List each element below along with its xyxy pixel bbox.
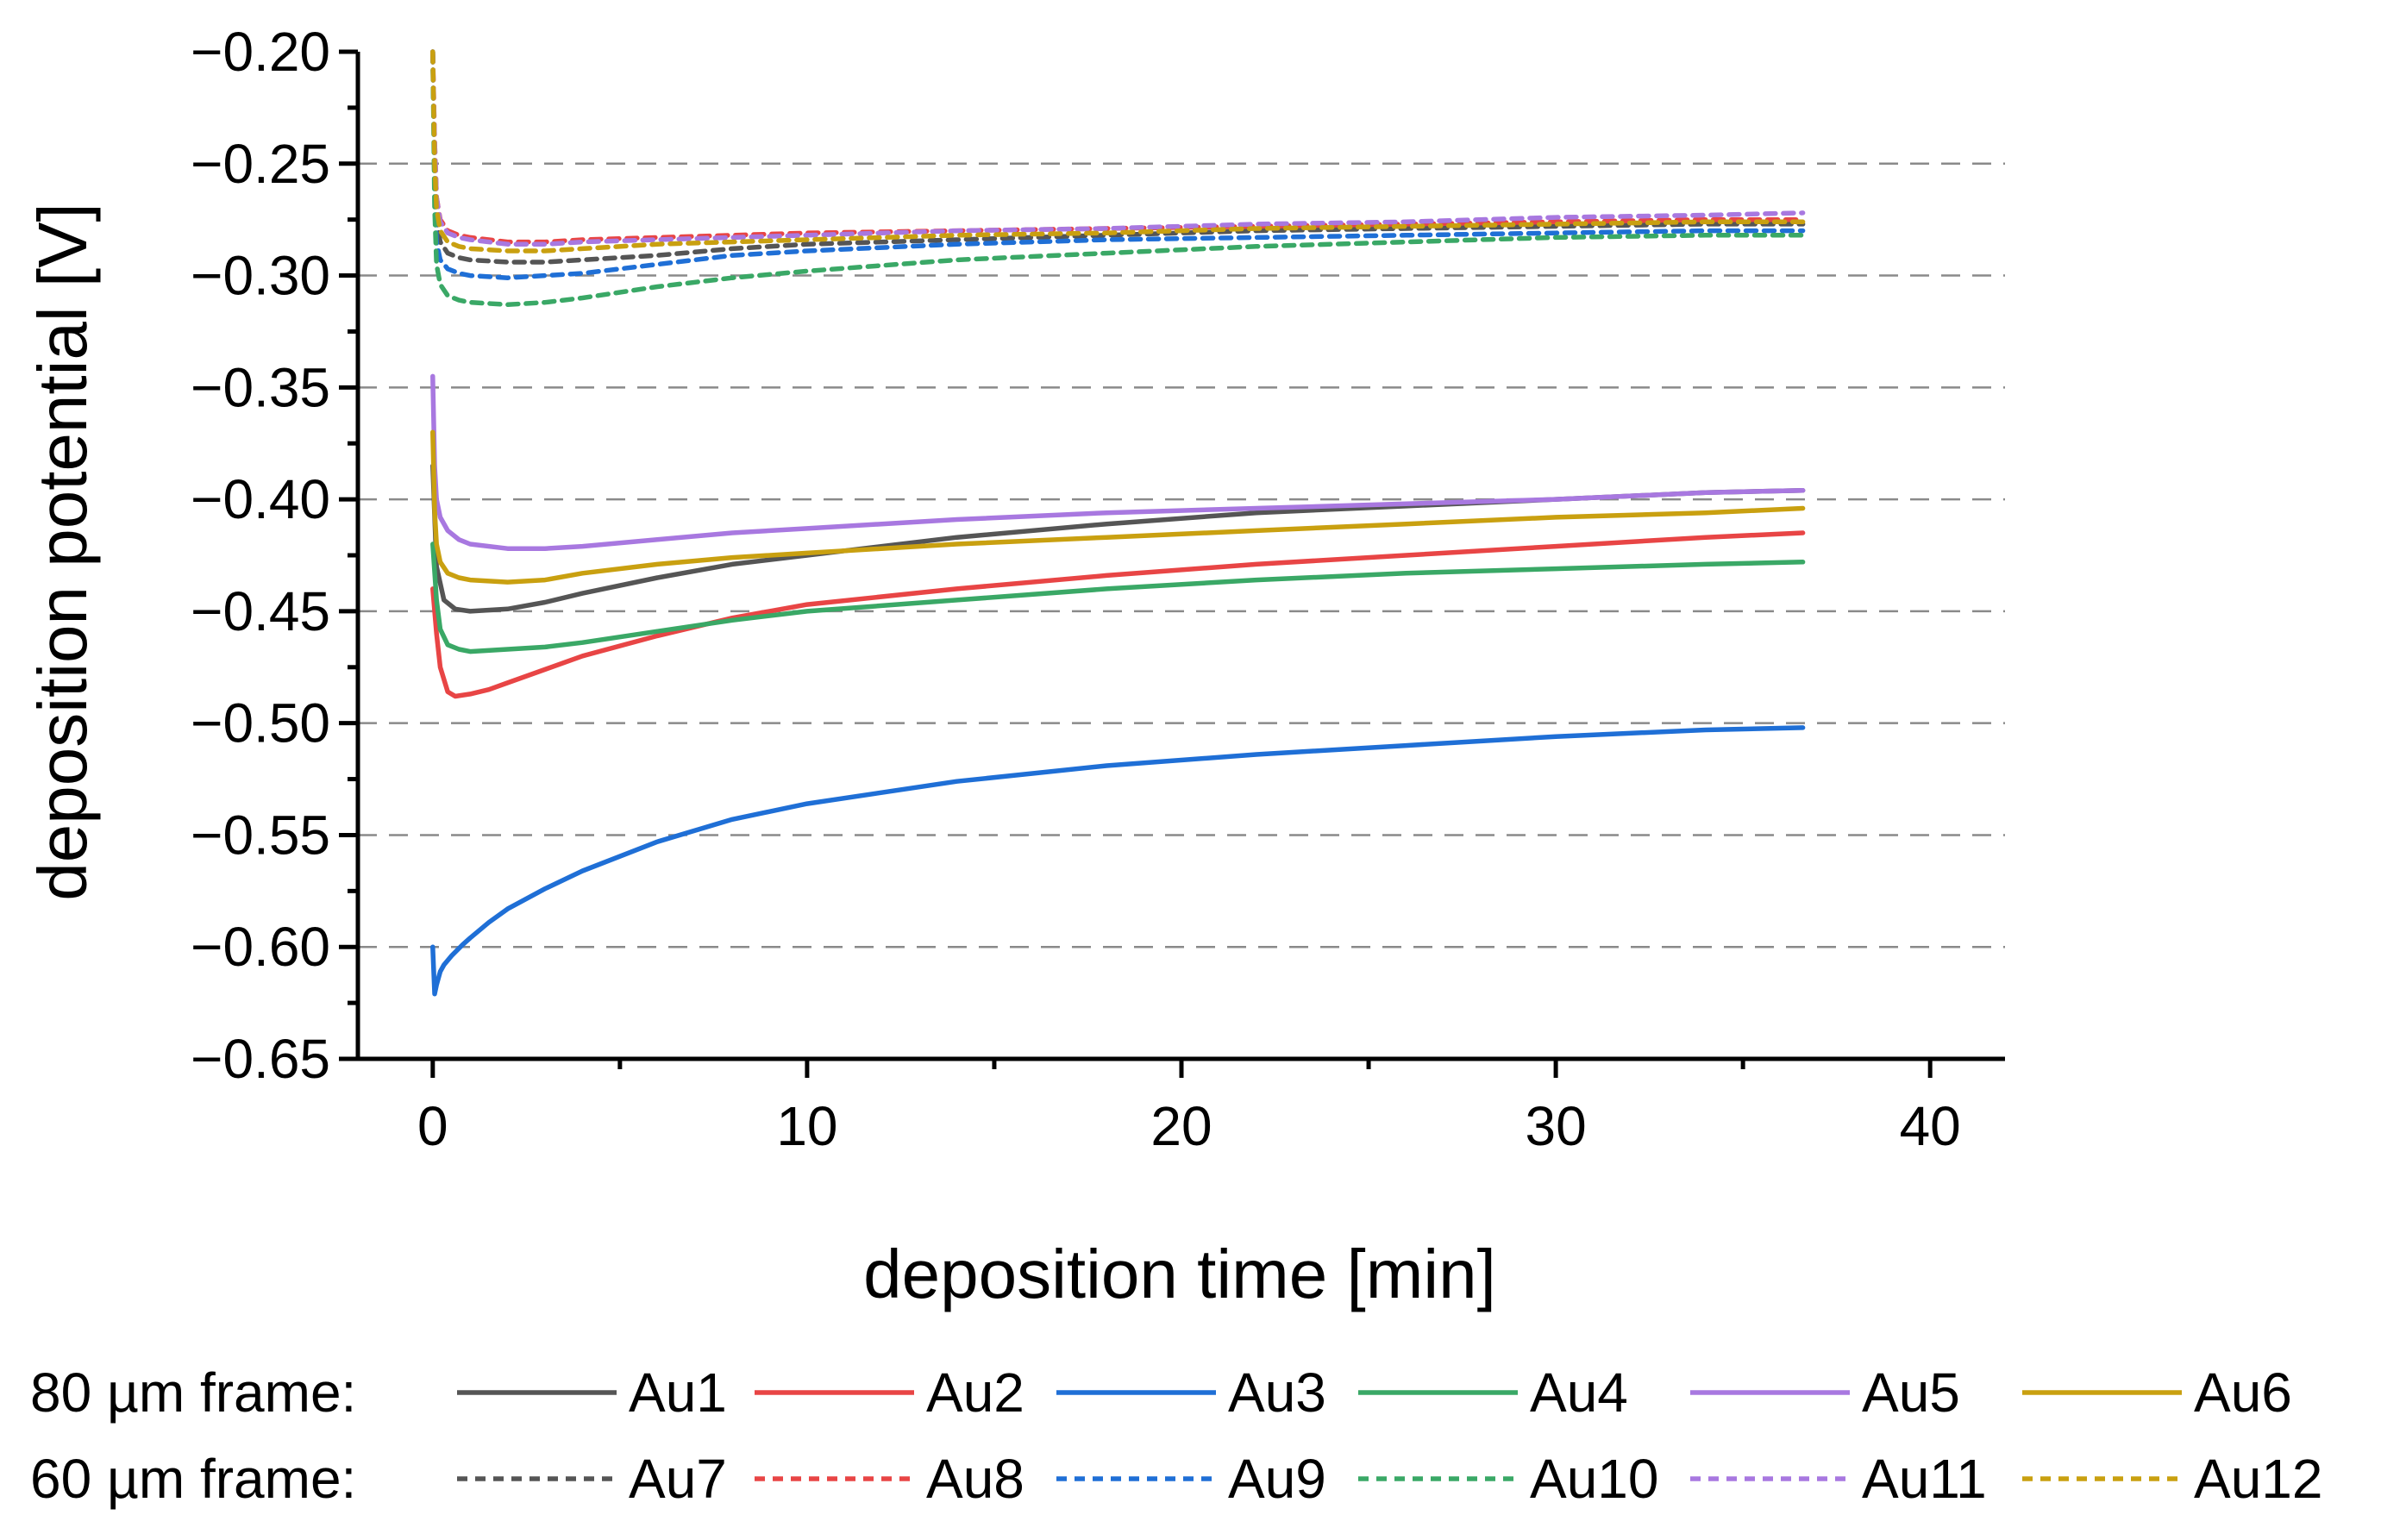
series-lines: [430, 49, 1806, 997]
legend-label-au6: Au6: [2194, 1362, 2292, 1424]
tick-labels: −0.20 −0.25 −0.30 −0.35 −0.40 −0.45 −0.50 −0.55…: [191, 21, 1961, 1157]
series-line-au9: [430, 49, 1806, 280]
legend-label-au1: Au1: [629, 1362, 727, 1424]
x-tick-label: 20: [1150, 1095, 1212, 1157]
legend-label-au8: Au8: [926, 1448, 1024, 1510]
x-axis-title: deposition time [min]: [863, 1236, 1496, 1312]
series-line-au11: [430, 49, 1806, 247]
legend-label-au11: Au11: [1862, 1448, 1987, 1510]
legend-label-au3: Au3: [1228, 1362, 1326, 1424]
series-line-au4: [430, 542, 1806, 654]
legend: 80 µm frame: Au1 Au2 Au3 Au4 Au5 Au6 60 µm fram…: [30, 1362, 2322, 1510]
legend-label-au12: Au12: [2194, 1448, 2322, 1510]
y-tick-label: −0.50: [191, 692, 330, 754]
series-line-au10: [430, 49, 1806, 308]
y-tick-label: −0.65: [191, 1028, 330, 1090]
legend-group-label: 80 µm frame:: [30, 1362, 356, 1424]
y-tick-label: −0.55: [191, 804, 330, 866]
series-line-au12: [430, 49, 1806, 254]
series-line-au3: [430, 725, 1806, 997]
y-tick-label: −0.30: [191, 245, 330, 307]
series-line-au8: [430, 49, 1806, 245]
legend-label-au9: Au9: [1228, 1448, 1326, 1510]
series-line-au2: [430, 530, 1806, 699]
legend-label-au10: Au10: [1530, 1448, 1658, 1510]
legend-group-label: 60 µm frame:: [30, 1448, 356, 1510]
series-line-au5: [430, 373, 1806, 551]
legend-label-au7: Au7: [629, 1448, 727, 1510]
grid-lines: [358, 162, 2005, 948]
y-axis-title: deposition potential [V]: [24, 203, 101, 900]
legend-label-au4: Au4: [1530, 1362, 1628, 1424]
x-tick-label: 0: [417, 1095, 448, 1157]
x-tick-label: 30: [1525, 1095, 1586, 1157]
y-tick-label: −0.45: [191, 580, 330, 642]
y-tick-label: −0.25: [191, 133, 330, 195]
y-tick-label: −0.20: [191, 21, 330, 83]
legend-label-au5: Au5: [1862, 1362, 1960, 1424]
y-tick-label: −0.35: [191, 356, 330, 418]
x-tick-label: 10: [776, 1095, 837, 1157]
y-tick-label: −0.40: [191, 468, 330, 530]
series-line-au6: [430, 429, 1806, 585]
x-tick-label: 40: [1900, 1095, 1961, 1157]
axes: [339, 49, 2005, 1078]
y-tick-label: −0.60: [191, 916, 330, 978]
legend-label-au2: Au2: [926, 1362, 1024, 1424]
